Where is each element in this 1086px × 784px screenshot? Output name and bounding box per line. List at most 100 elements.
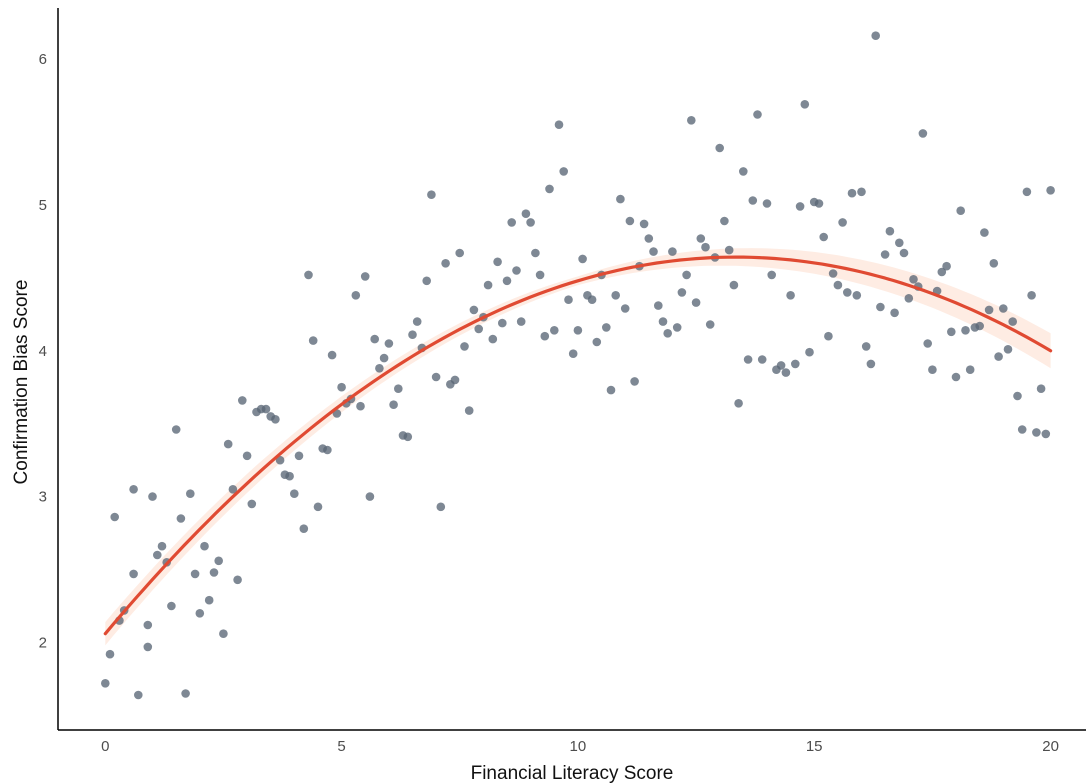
- data-point: [379, 353, 389, 363]
- data-point: [474, 324, 484, 334]
- data-point: [663, 329, 672, 338]
- data-point: [148, 492, 157, 501]
- data-point: [209, 568, 219, 577]
- data-point: [412, 317, 422, 326]
- data-point: [214, 556, 223, 566]
- data-point: [857, 187, 866, 197]
- data-point: [554, 120, 564, 129]
- data-point: [531, 248, 540, 258]
- data-point: [654, 301, 663, 310]
- data-point: [143, 620, 153, 630]
- data-point: [1027, 291, 1036, 300]
- data-point: [705, 320, 715, 329]
- data-point: [762, 199, 772, 208]
- data-point: [885, 226, 895, 236]
- data-point: [734, 399, 743, 408]
- data-point: [602, 323, 611, 332]
- data-point: [743, 355, 753, 364]
- data-point: [507, 218, 516, 227]
- data-point: [427, 190, 436, 199]
- data-point: [110, 512, 119, 522]
- data-point: [691, 298, 701, 307]
- data-point: [994, 352, 1003, 361]
- data-point: [838, 218, 847, 227]
- data-point: [403, 432, 413, 442]
- data-points-layer: [101, 31, 1055, 700]
- data-point: [909, 275, 918, 284]
- data-point: [980, 228, 989, 237]
- data-point: [951, 372, 961, 382]
- data-point: [1013, 391, 1022, 401]
- data-point: [488, 334, 498, 344]
- data-point: [668, 247, 677, 256]
- data-point: [247, 499, 257, 509]
- data-point: [190, 569, 200, 579]
- data-point: [757, 355, 767, 364]
- data-point: [502, 276, 512, 286]
- data-point: [181, 689, 190, 698]
- data-point: [323, 445, 332, 455]
- data-point: [219, 629, 228, 638]
- data-point: [436, 502, 446, 512]
- data-point: [540, 331, 550, 341]
- data-point: [512, 266, 521, 275]
- data-point: [795, 202, 805, 211]
- data-point: [989, 259, 999, 268]
- data-point: [587, 295, 597, 305]
- data-point: [308, 336, 318, 345]
- data-point: [592, 337, 602, 347]
- data-point: [573, 326, 583, 335]
- y-tick-label: 5: [39, 197, 47, 214]
- data-point: [620, 304, 630, 313]
- data-point: [394, 384, 403, 394]
- data-point: [299, 524, 309, 533]
- data-point: [701, 242, 710, 252]
- data-point: [153, 550, 162, 560]
- data-point: [242, 451, 252, 461]
- data-point: [101, 679, 110, 688]
- data-point: [526, 218, 535, 227]
- x-tick-label: 15: [806, 738, 823, 755]
- data-point: [360, 272, 370, 281]
- data-point: [422, 276, 432, 286]
- data-point: [261, 404, 271, 414]
- data-point: [876, 302, 885, 312]
- data-point: [337, 382, 346, 392]
- data-point: [824, 331, 833, 341]
- data-point: [327, 350, 337, 360]
- data-point: [1046, 186, 1055, 195]
- data-point: [1022, 187, 1032, 197]
- data-point: [658, 317, 668, 326]
- data-point: [375, 364, 384, 373]
- x-tick-label: 0: [101, 738, 109, 755]
- data-point: [535, 270, 545, 280]
- confidence-band-layer: [105, 248, 1051, 646]
- data-point: [568, 349, 578, 359]
- data-point: [313, 502, 323, 512]
- data-point: [223, 439, 233, 449]
- data-point: [729, 280, 739, 290]
- data-point: [677, 288, 687, 297]
- data-point: [275, 455, 285, 465]
- data-point: [748, 196, 758, 205]
- data-point: [805, 347, 814, 357]
- data-point: [1008, 317, 1017, 326]
- data-point: [171, 425, 181, 434]
- data-point: [942, 261, 951, 271]
- data-point: [687, 116, 696, 125]
- data-point: [129, 569, 138, 579]
- data-point: [895, 238, 904, 248]
- data-point: [724, 245, 734, 255]
- y-tick-label: 6: [39, 51, 47, 68]
- fit-curve-layer: [103, 255, 1053, 636]
- data-point: [630, 377, 639, 386]
- data-point: [408, 330, 417, 340]
- data-point: [204, 595, 214, 605]
- data-point: [866, 359, 876, 369]
- data-point: [356, 401, 365, 411]
- data-point: [880, 250, 890, 259]
- data-point: [786, 291, 795, 300]
- confidence-band: [105, 248, 1051, 646]
- data-point: [441, 259, 450, 268]
- data-point: [129, 485, 138, 494]
